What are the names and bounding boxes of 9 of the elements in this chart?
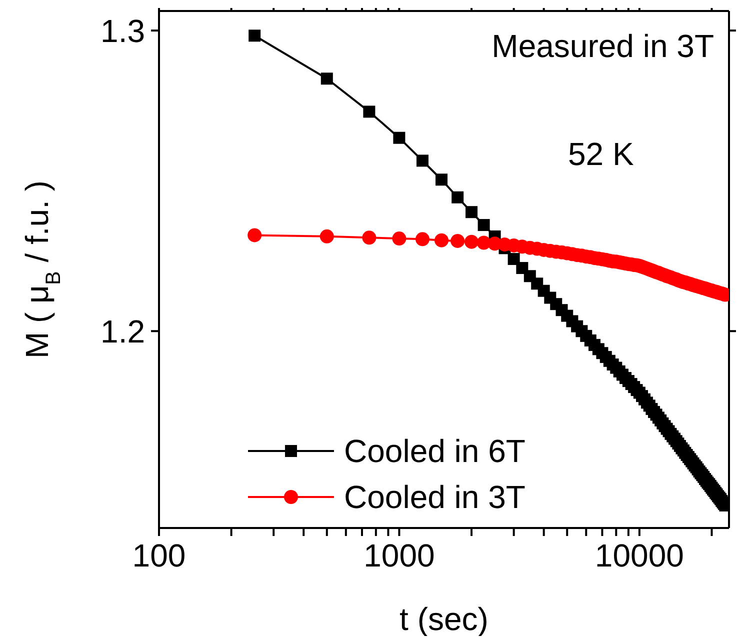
x-tick-label: 100 (132, 538, 186, 574)
legend-label: Cooled in 6T (344, 432, 526, 470)
annotation: Measured in 3T (492, 28, 714, 65)
x-tick-label: 1000 (364, 538, 435, 574)
x-tick-label: 10000 (594, 538, 684, 574)
annotation: 52 K (568, 136, 634, 173)
y-tick-label: 1.2 (100, 313, 145, 350)
legend-label: Cooled in 3T (344, 478, 526, 516)
y-tick-label: 1.3 (100, 12, 145, 49)
